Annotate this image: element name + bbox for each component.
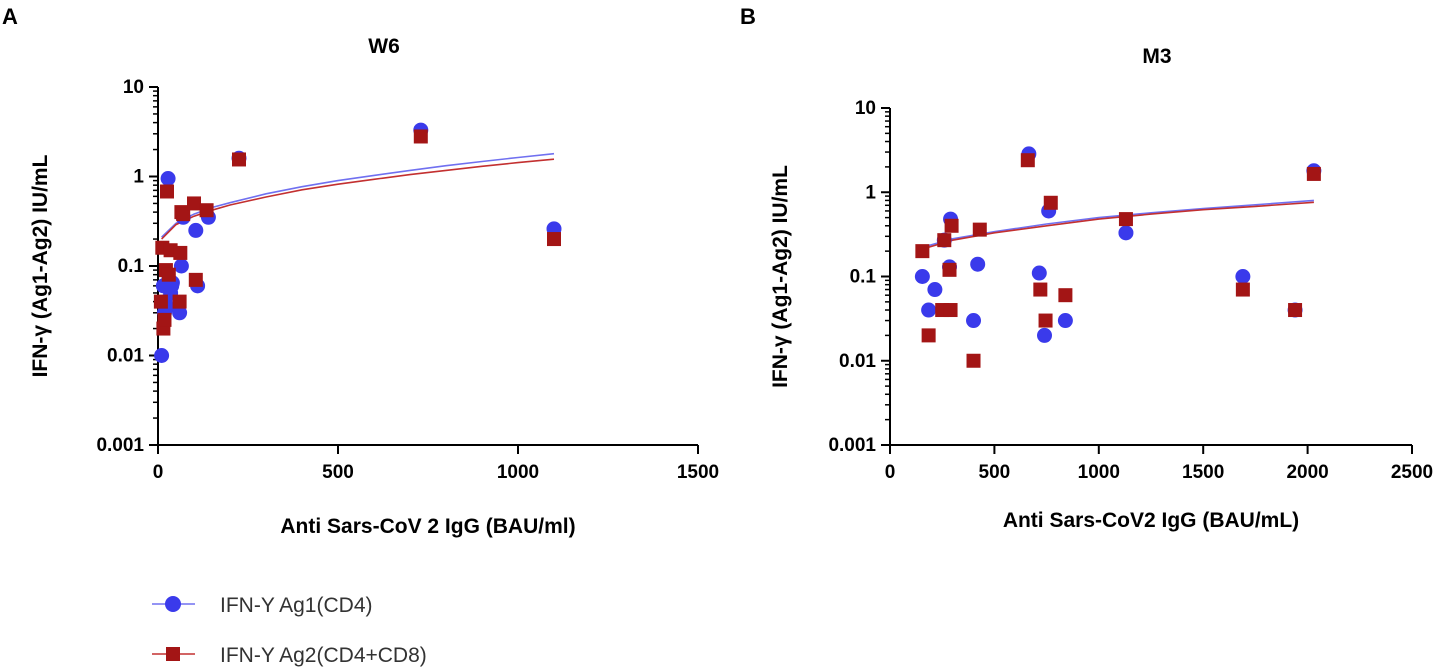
panel-b-ag1-point	[1118, 225, 1134, 241]
legend-item-ag1: IFN-Y Ag1(CD4)	[152, 594, 373, 617]
panel-b-ag1-point	[966, 313, 982, 329]
panel-b-x-tick-label: 0	[885, 462, 896, 483]
panel-a-ag2-point	[176, 207, 191, 222]
panel-b-x-tick-label: 2500	[1391, 462, 1433, 483]
panel-a-title: W6	[368, 35, 400, 58]
panel-b-ag1-point	[1037, 327, 1053, 343]
panel-b-y-tick-label: 0.1	[850, 267, 877, 288]
panel-b-ag2-point	[1306, 166, 1321, 181]
panel-a-letter: A	[2, 4, 18, 29]
panel-a-x-tick-label: 500	[322, 462, 354, 483]
legend-ag1-marker	[165, 596, 181, 612]
panel-a-ag2-point	[172, 294, 187, 309]
panel-a-ag2-point	[413, 129, 428, 144]
panel-b-ag2-point	[966, 353, 981, 368]
panel-a-ag2-point	[187, 196, 201, 211]
panel-a-ag2-point	[160, 184, 174, 199]
panel-a-ag2-point	[199, 203, 214, 218]
panel-b-ag2-point	[943, 303, 958, 318]
panel-a-ag2-point	[157, 312, 172, 327]
panel-b-y-axis-label: IFN-γ (Ag1-Ag2) IU/mL	[769, 165, 792, 388]
panel-b-ag2-point	[1020, 153, 1035, 168]
panel-a-ag1-point	[173, 258, 189, 274]
legend: IFN-Y Ag1(CD4) IFN-Y Ag2(CD4+CD8)	[152, 594, 427, 667]
panel-a-ag1-point	[172, 305, 188, 321]
panel-b-ag1-fit-line	[921, 199, 1314, 249]
panel-b-ag2-point	[1288, 303, 1303, 318]
panel-a-ag2-point	[161, 267, 176, 282]
panel-a-y-axis-label: IFN-γ (Ag1-Ag2) IU/mL	[29, 154, 52, 377]
panel-b-ag2-point	[944, 218, 959, 233]
panel-b-ag2-point	[1033, 282, 1048, 297]
panel-b-ag2-point	[1058, 288, 1073, 303]
panel-a-ag1-fit-line	[161, 152, 555, 238]
panel-b-ag2-point	[972, 222, 987, 237]
panel-b-ag2-fit-line	[921, 201, 1314, 251]
panel-a-x-tick-label: 1000	[497, 462, 539, 483]
legend-ag2-marker	[166, 647, 180, 661]
panel-b-x-axis-label: Anti Sars-CoV2 IgG (BAU/mL)	[1003, 509, 1299, 532]
panel-b-ag2-point	[915, 244, 930, 259]
legend-ag2-label: IFN-Y Ag2(CD4+CD8)	[220, 644, 427, 667]
panel-b-ag1-point	[1031, 265, 1047, 281]
panel-a-x-axis-label: Anti Sars-CoV 2 IgG (BAU/ml)	[280, 515, 575, 538]
panel-b-y-tick-label: 10	[855, 98, 876, 119]
panel-b-x-tick-label: 2000	[1286, 462, 1328, 483]
legend-ag1-label: IFN-Y Ag1(CD4)	[220, 594, 373, 617]
panel-a-ag1-point	[188, 222, 204, 238]
panel-b-ag1-point	[927, 282, 943, 298]
legend-item-ag2: IFN-Y Ag2(CD4+CD8)	[152, 644, 427, 667]
panel-a-chart: A W6 0.001 0.01 0.1 1 10 0 500 1000 1500 Anti Sar…	[2, 4, 719, 538]
panel-b-ag2-point	[942, 262, 957, 277]
panel-a-y-tick-label: 10	[123, 77, 144, 98]
panel-a-y-tick-label: 0.1	[118, 256, 145, 277]
panel-b-y-tick-label: 1	[865, 182, 876, 203]
panel-b-chart: B M3 0.001 0.01 0.1 1 10 0 500 1000 1500 2000 2500…	[740, 4, 1433, 532]
panel-b-ag2-point	[1043, 195, 1058, 210]
panel-b-ag1-point	[921, 302, 937, 318]
panel-a-y-tick-label: 1	[133, 167, 144, 188]
panel-b-ag2-point	[921, 328, 936, 343]
panel-b-ag2-point	[1235, 282, 1250, 297]
panel-a-y-tick-label: 0.01	[107, 346, 144, 367]
panel-b-ag1-point	[970, 256, 986, 272]
panel-a-ag1-point	[160, 170, 176, 186]
panel-b-ag1-point	[914, 269, 930, 284]
panel-b-letter: B	[740, 4, 756, 29]
panel-a-ag2-fit-line	[161, 158, 555, 240]
panel-a-ag2-point	[173, 245, 188, 260]
panel-b-x-tick-label: 500	[979, 462, 1011, 483]
panel-b-x-tick-label: 1500	[1182, 462, 1224, 483]
panel-a-y-tick-label: 0.001	[96, 435, 144, 456]
panel-b-x-tick-label: 1000	[1078, 462, 1120, 483]
panel-a-x-tick-label: 0	[153, 462, 164, 483]
panel-b-ag2-point	[1038, 313, 1053, 328]
panel-a-ag2-point	[153, 294, 168, 309]
panel-b-ag2-point	[1118, 212, 1133, 227]
panel-b-y-tick-label: 0.01	[839, 351, 876, 372]
panel-a-ag2-point	[188, 272, 203, 287]
panel-b-title: M3	[1142, 45, 1171, 68]
panel-a-x-tick-label: 1500	[677, 462, 719, 483]
panel-b-ag1-point	[1057, 313, 1073, 329]
panel-b-y-tick-label: 0.001	[828, 435, 876, 456]
panel-a-ag1-point	[154, 348, 170, 363]
panel-b-ag1-point	[1235, 269, 1251, 284]
panel-a-ag2-point	[547, 232, 561, 247]
panel-b-ag2-point	[937, 233, 952, 248]
panel-a-ag2-point	[232, 152, 246, 167]
